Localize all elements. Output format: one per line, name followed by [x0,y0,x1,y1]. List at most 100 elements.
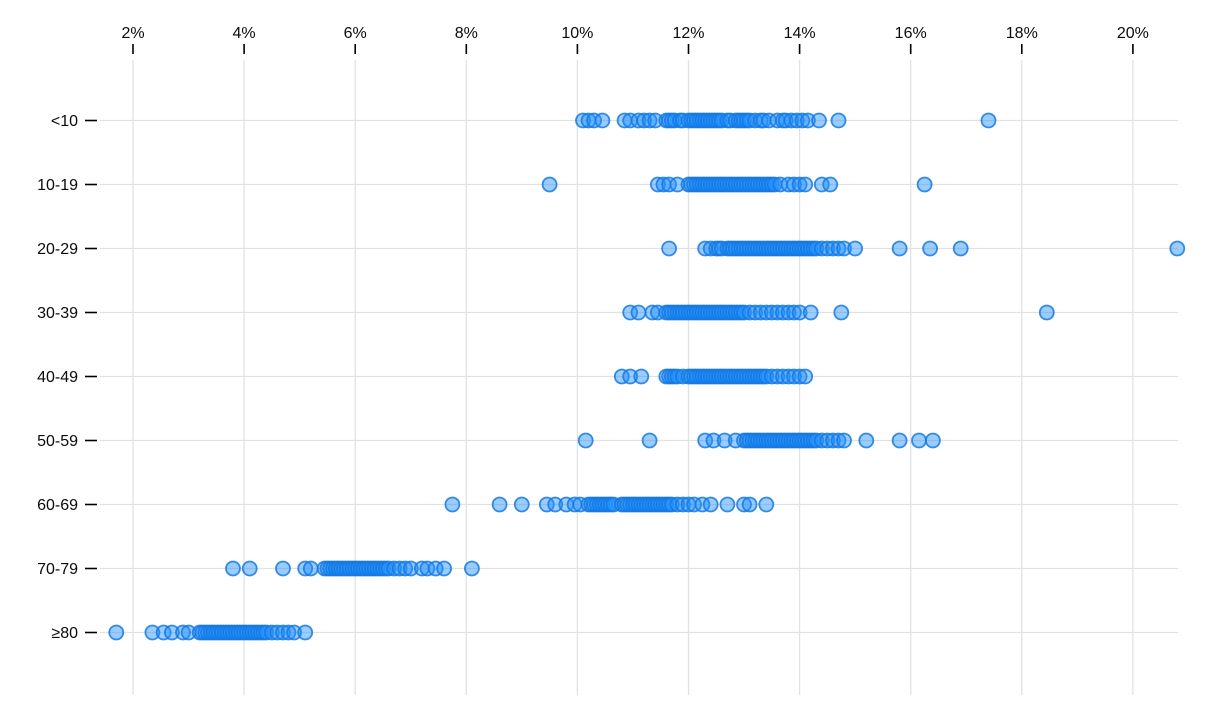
data-point [980,112,997,129]
data-point [825,432,841,449]
data-point [813,240,830,257]
data-point [702,240,719,257]
data-point [777,112,794,129]
data-point [669,496,686,513]
data-point [836,240,852,257]
data-point [752,304,769,321]
data-point [808,240,825,257]
data-point [822,176,839,193]
data-point [163,624,180,641]
data-point [547,496,564,513]
data-point [402,560,419,577]
data-point [397,560,414,577]
data-point [891,432,908,449]
data-point [636,112,652,129]
data-point [436,560,453,577]
data-point [622,368,639,385]
data-point [630,304,647,321]
data-point [280,624,297,641]
data-point [911,432,927,449]
data-point [613,368,630,385]
data-point [297,560,314,577]
data-point [661,240,677,257]
data-point [780,304,797,321]
y-tick-label: <10 [51,113,78,130]
data-point [786,304,802,321]
data-point [386,560,403,577]
data-point [513,496,530,513]
data-point [922,240,938,257]
x-tick-label: 12% [672,25,704,42]
x-tick-label: 2% [121,25,144,42]
data-point [694,496,711,513]
data-point [813,432,830,449]
data-point [538,496,555,513]
data-point [427,560,444,577]
y-tick-label: 60-69 [37,497,78,514]
data-point [758,368,775,385]
data-point [275,624,291,641]
data-point [741,304,758,321]
data-point [1169,240,1186,257]
data-point [263,624,280,641]
data-point [241,560,258,577]
y-tick-label: 10-19 [37,177,78,194]
data-point [758,304,775,321]
data-point [175,624,191,641]
data-point [791,368,808,385]
data-point [641,432,658,449]
data-point [791,304,808,321]
data-point [302,560,319,577]
data-point [716,432,733,449]
data-point [622,304,639,321]
data-point [541,176,558,193]
data-point [1038,304,1055,321]
data-point [830,112,847,129]
data-point [686,496,702,513]
y-tick-label: 40-49 [37,369,78,386]
data-point [808,432,825,449]
data-point [791,176,808,193]
x-tick-label: 8% [455,25,478,42]
data-point [586,112,602,129]
data-point [833,304,850,321]
data-point [775,304,791,321]
data-point [830,240,847,257]
x-tick-label: 20% [1117,25,1149,42]
data-point [952,240,969,257]
data-point [741,496,758,513]
data-point [786,176,802,193]
data-point [775,368,791,385]
data-point [225,560,241,577]
x-tick-label: 10% [561,25,593,42]
data-point [633,368,650,385]
data-point [286,624,303,641]
data-point [258,624,275,641]
data-point [847,240,863,257]
data-point [825,240,841,257]
data-point [575,112,591,129]
data-point [788,112,805,129]
data-point [275,560,291,577]
data-point [463,560,480,577]
data-point [758,496,775,513]
x-tick-label: 18% [1006,25,1038,42]
data-point [916,176,933,193]
y-tick-label: 70-79 [37,561,78,578]
data-point [813,176,830,193]
data-point [819,240,836,257]
y-tick-label: 20-29 [37,241,78,258]
data-point [769,304,786,321]
data-point [444,496,461,513]
data-point [594,112,611,129]
data-point [705,432,722,449]
y-tick-label: 30-39 [37,305,78,322]
data-point [925,432,941,449]
data-point [783,112,800,129]
data-point [780,176,797,193]
data-point [811,112,827,129]
data-point [802,304,819,321]
data-point [661,176,677,193]
